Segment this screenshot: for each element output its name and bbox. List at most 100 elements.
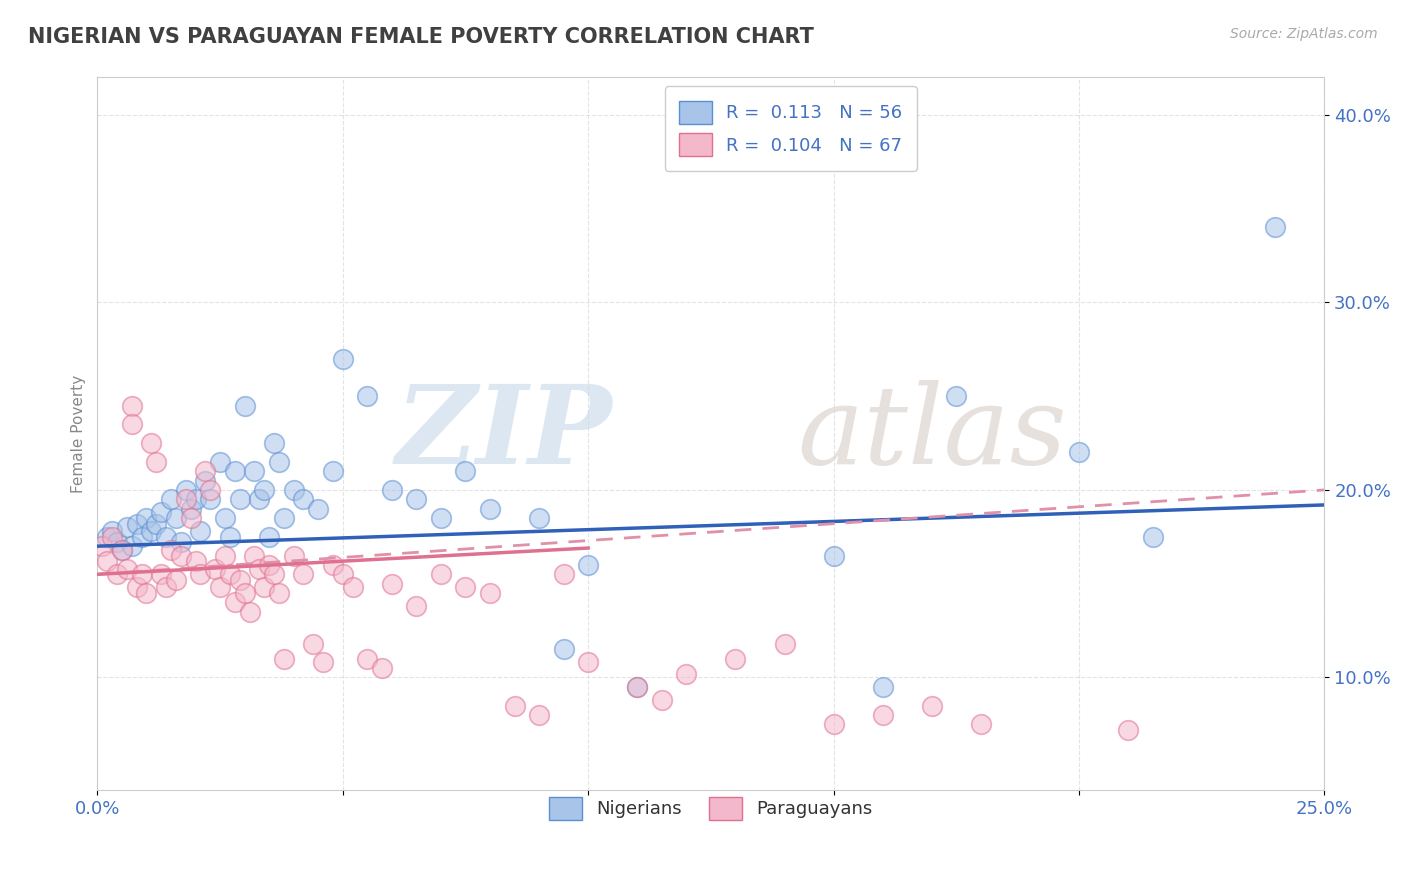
Point bbox=[141, 436, 163, 450]
Point bbox=[214, 549, 236, 563]
Point bbox=[292, 567, 315, 582]
Text: Source: ZipAtlas.com: Source: ZipAtlas.com bbox=[1230, 27, 1378, 41]
Point bbox=[405, 599, 427, 614]
Point bbox=[105, 535, 128, 549]
Point bbox=[257, 558, 280, 572]
Point bbox=[332, 567, 354, 582]
Point bbox=[131, 530, 153, 544]
Point bbox=[125, 516, 148, 531]
Point bbox=[180, 511, 202, 525]
Point bbox=[921, 698, 943, 713]
Point bbox=[273, 651, 295, 665]
Point bbox=[356, 389, 378, 403]
Point bbox=[243, 549, 266, 563]
Point bbox=[228, 492, 250, 507]
Point bbox=[371, 661, 394, 675]
Point bbox=[527, 511, 550, 525]
Point bbox=[454, 581, 477, 595]
Point bbox=[1142, 530, 1164, 544]
Point bbox=[773, 637, 796, 651]
Point bbox=[872, 680, 894, 694]
Point bbox=[200, 483, 222, 497]
Point bbox=[263, 567, 285, 582]
Point bbox=[150, 567, 173, 582]
Point bbox=[238, 605, 260, 619]
Point bbox=[576, 558, 599, 572]
Point bbox=[332, 351, 354, 366]
Point bbox=[101, 524, 124, 538]
Point bbox=[553, 642, 575, 657]
Point bbox=[302, 637, 325, 651]
Point bbox=[165, 511, 187, 525]
Point bbox=[184, 554, 207, 568]
Point bbox=[267, 586, 290, 600]
Point bbox=[224, 464, 246, 478]
Point bbox=[945, 389, 967, 403]
Point bbox=[322, 464, 344, 478]
Point bbox=[292, 492, 315, 507]
Point bbox=[527, 707, 550, 722]
Point bbox=[145, 455, 167, 469]
Point bbox=[553, 567, 575, 582]
Point bbox=[626, 680, 648, 694]
Text: ZIP: ZIP bbox=[396, 380, 613, 487]
Text: atlas: atlas bbox=[797, 380, 1067, 487]
Point bbox=[576, 656, 599, 670]
Point bbox=[267, 455, 290, 469]
Point bbox=[479, 586, 502, 600]
Point bbox=[257, 530, 280, 544]
Point bbox=[247, 492, 270, 507]
Point bbox=[322, 558, 344, 572]
Point bbox=[307, 501, 329, 516]
Point bbox=[190, 567, 212, 582]
Point bbox=[283, 483, 305, 497]
Point bbox=[228, 573, 250, 587]
Point bbox=[1264, 220, 1286, 235]
Point bbox=[273, 511, 295, 525]
Point bbox=[96, 554, 118, 568]
Point bbox=[91, 539, 114, 553]
Point bbox=[209, 581, 232, 595]
Point bbox=[872, 707, 894, 722]
Point bbox=[101, 530, 124, 544]
Point bbox=[125, 581, 148, 595]
Point bbox=[970, 717, 993, 731]
Point bbox=[503, 698, 526, 713]
Point bbox=[233, 399, 256, 413]
Point bbox=[121, 399, 143, 413]
Point bbox=[174, 483, 197, 497]
Point bbox=[724, 651, 747, 665]
Point bbox=[342, 581, 364, 595]
Point bbox=[454, 464, 477, 478]
Point bbox=[823, 717, 845, 731]
Point bbox=[209, 455, 232, 469]
Point bbox=[243, 464, 266, 478]
Point bbox=[111, 543, 134, 558]
Point bbox=[135, 511, 157, 525]
Point bbox=[283, 549, 305, 563]
Point bbox=[218, 567, 240, 582]
Point bbox=[131, 567, 153, 582]
Point bbox=[224, 595, 246, 609]
Point bbox=[381, 483, 404, 497]
Point bbox=[96, 530, 118, 544]
Point bbox=[184, 492, 207, 507]
Point bbox=[405, 492, 427, 507]
Point bbox=[626, 680, 648, 694]
Point bbox=[247, 562, 270, 576]
Point bbox=[356, 651, 378, 665]
Point bbox=[430, 511, 453, 525]
Point bbox=[105, 567, 128, 582]
Point bbox=[204, 562, 226, 576]
Point bbox=[160, 543, 183, 558]
Point bbox=[145, 516, 167, 531]
Point bbox=[312, 656, 335, 670]
Point bbox=[823, 549, 845, 563]
Point bbox=[233, 586, 256, 600]
Point bbox=[170, 549, 193, 563]
Point bbox=[263, 436, 285, 450]
Point bbox=[115, 562, 138, 576]
Point bbox=[155, 530, 177, 544]
Point bbox=[121, 539, 143, 553]
Y-axis label: Female Poverty: Female Poverty bbox=[72, 375, 86, 492]
